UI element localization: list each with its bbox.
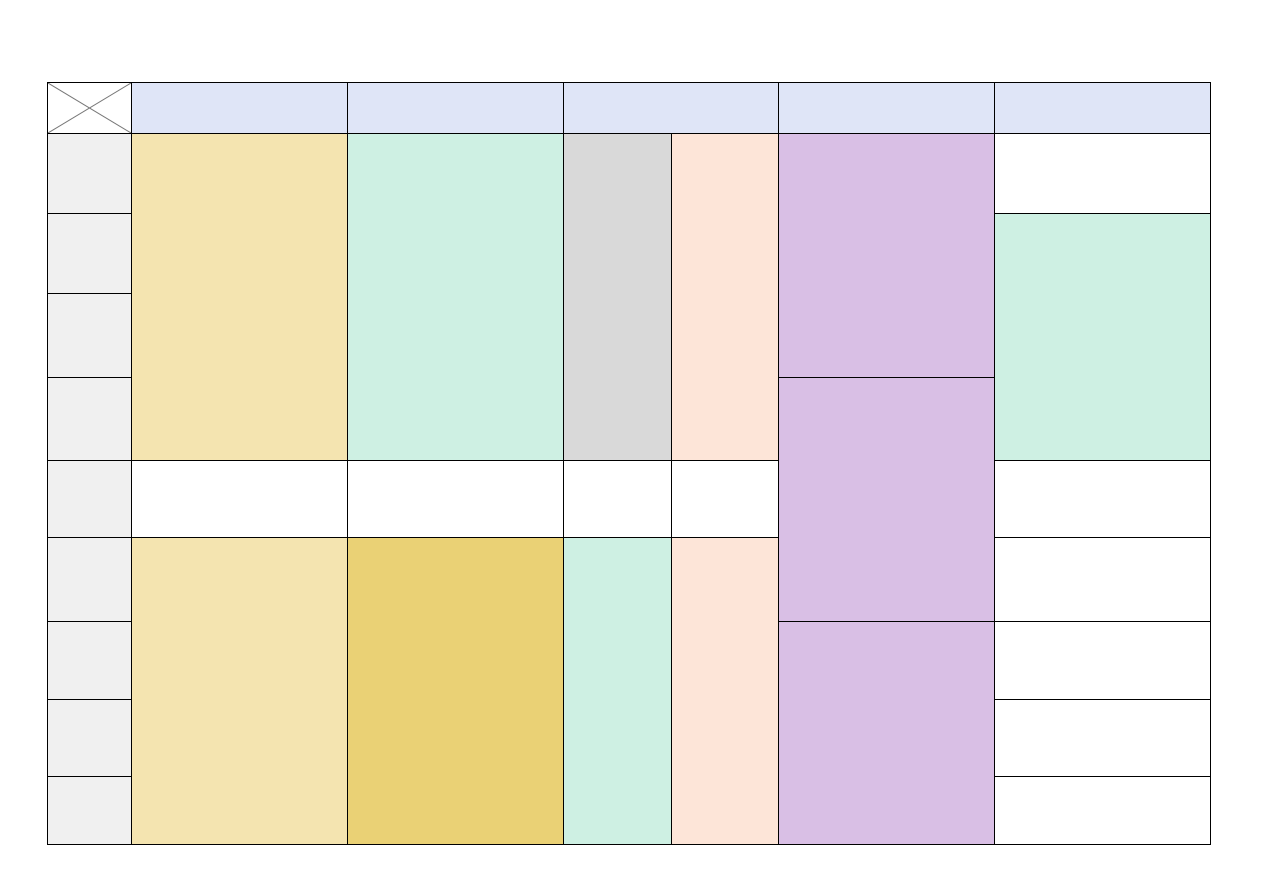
row-header xyxy=(47,776,132,845)
column-header xyxy=(131,82,348,134)
schedule-cell[interactable] xyxy=(994,621,1211,700)
schedule-cell[interactable] xyxy=(563,460,672,538)
schedule-cell[interactable] xyxy=(994,699,1211,777)
schedule-cell[interactable] xyxy=(131,133,348,461)
row-header xyxy=(47,460,132,538)
schedule-cell[interactable] xyxy=(994,776,1211,845)
schedule-cell[interactable] xyxy=(994,213,1211,461)
schedule-cell[interactable] xyxy=(671,133,779,461)
row-header xyxy=(47,621,132,700)
schedule-cell[interactable] xyxy=(347,460,564,538)
row-header xyxy=(47,213,132,294)
schedule-cell[interactable] xyxy=(778,621,995,845)
column-header xyxy=(347,82,564,134)
schedule-cell[interactable] xyxy=(347,537,564,845)
column-header xyxy=(994,82,1211,134)
column-header xyxy=(563,82,779,134)
schedule-cell[interactable] xyxy=(671,460,779,538)
diagonal-cross-icon xyxy=(48,83,131,133)
schedule-cell[interactable] xyxy=(563,133,672,461)
column-header xyxy=(778,82,995,134)
schedule-cell[interactable] xyxy=(347,133,564,461)
row-header xyxy=(47,377,132,461)
schedule-cell[interactable] xyxy=(131,460,348,538)
schedule-cell[interactable] xyxy=(563,537,672,845)
row-header xyxy=(47,699,132,777)
corner-cell xyxy=(47,82,132,134)
schedule-cell[interactable] xyxy=(994,537,1211,622)
row-header xyxy=(47,537,132,622)
schedule-cell[interactable] xyxy=(994,133,1211,214)
schedule-cell[interactable] xyxy=(778,133,995,378)
row-header xyxy=(47,293,132,378)
schedule-cell[interactable] xyxy=(994,460,1211,538)
schedule-cell[interactable] xyxy=(671,537,779,845)
schedule-cell[interactable] xyxy=(778,377,995,622)
schedule-cell[interactable] xyxy=(131,537,348,845)
row-header xyxy=(47,133,132,214)
